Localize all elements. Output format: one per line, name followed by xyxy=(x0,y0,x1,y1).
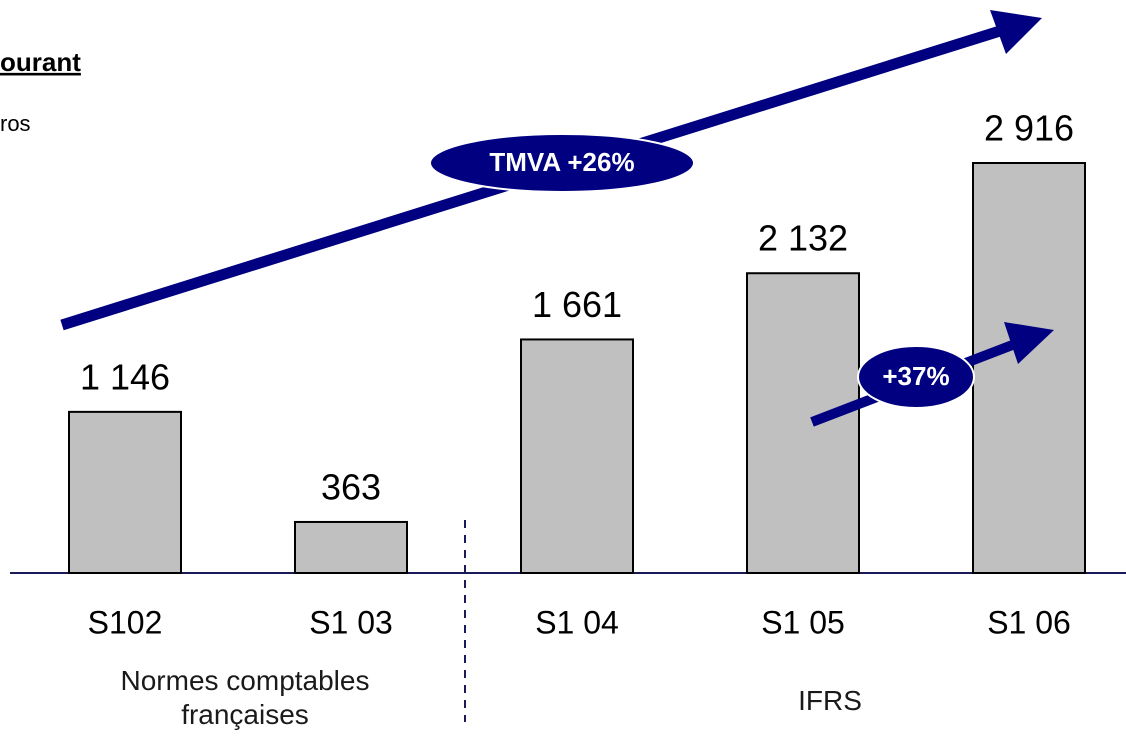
arrow-head xyxy=(1004,322,1054,364)
bar xyxy=(520,338,634,575)
annotation-badge xyxy=(857,345,975,409)
bar xyxy=(972,162,1086,574)
value-label: 2 132 xyxy=(758,218,848,259)
bar xyxy=(746,272,860,574)
x-tick-label: S1 05 xyxy=(761,604,845,640)
group-label: Normes comptables françaises xyxy=(120,665,370,730)
x-tick-label: S1 06 xyxy=(987,604,1071,640)
x-tick-label: S1 04 xyxy=(535,604,619,640)
bar xyxy=(68,410,182,574)
chart-title: ourant xyxy=(0,47,81,77)
group-label: IFRS xyxy=(798,685,862,716)
arrow-head xyxy=(990,10,1042,54)
value-label: 2 916 xyxy=(984,108,1074,149)
x-tick-label: S1 03 xyxy=(309,604,393,640)
value-label: 363 xyxy=(321,466,381,507)
chart-subtitle: ros xyxy=(0,111,31,136)
bar xyxy=(294,520,408,574)
value-label: 1 146 xyxy=(80,356,170,397)
x-tick-label: S102 xyxy=(88,604,163,640)
annotation: TMVA +26% xyxy=(489,147,634,177)
value-label: 1 661 xyxy=(532,284,622,325)
annotation: +37% xyxy=(882,361,949,391)
annotation-badge xyxy=(429,133,695,193)
